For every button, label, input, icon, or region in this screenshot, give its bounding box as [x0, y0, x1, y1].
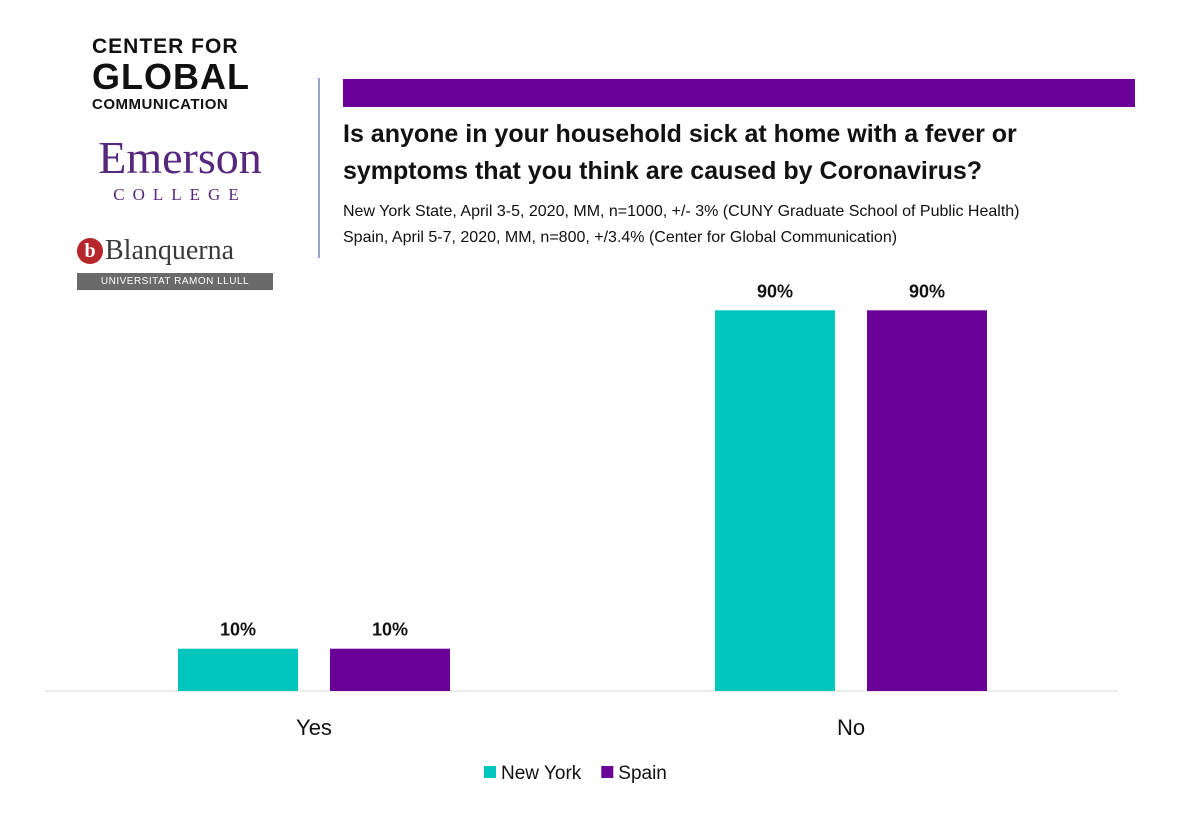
blanquerna-name: Blanquerna	[105, 235, 235, 266]
blanquerna-logo: b Blanquerna UNIVERSITAT RAMON LLULL	[77, 235, 277, 290]
chart-note-new-york: New York State, April 3-5, 2020, MM, n=1…	[343, 203, 1020, 220]
data-label-new-york-no: 90%	[757, 281, 793, 301]
blanquerna-sub: UNIVERSITAT RAMON LLULL	[77, 273, 273, 290]
bar-new-york-no	[715, 310, 835, 691]
data-label-new-york-yes: 10%	[220, 620, 256, 640]
data-label-spain-no: 90%	[909, 281, 945, 301]
legend-swatch-new-york	[484, 766, 496, 778]
legend-label-spain: Spain	[618, 763, 667, 784]
legend-label-new-york: New York	[501, 763, 582, 784]
header-bar	[343, 79, 1135, 107]
blanquerna-mark-icon: b	[77, 238, 103, 264]
emerson-college-logo: Emerson COLLEGE	[70, 135, 290, 205]
legend-swatch-spain	[601, 766, 614, 778]
cgc-line1: CENTER FOR	[92, 35, 239, 58]
emerson-name: Emerson	[98, 132, 262, 183]
bar-new-york-yes	[178, 648, 298, 691]
emerson-sub: COLLEGE	[113, 185, 247, 204]
bar-spain-no	[867, 310, 987, 691]
cgc-line3: COMMUNICATION	[92, 96, 229, 113]
header-divider	[318, 78, 320, 258]
chart-title: Is anyone in your household sick at home…	[343, 120, 1017, 185]
center-for-global-communication-logo: CENTER FOR GLOBAL COMMUNICATION	[92, 36, 282, 112]
data-label-spain-yes: 10%	[372, 620, 408, 640]
chart-note-spain: Spain, April 5-7, 2020, MM, n=800, +/3.4…	[343, 229, 898, 246]
bar-spain-yes	[330, 648, 450, 691]
x-tick-label-yes: Yes	[296, 715, 332, 740]
x-tick-label-no: No	[837, 715, 865, 740]
cgc-line2: GLOBAL	[92, 56, 250, 97]
